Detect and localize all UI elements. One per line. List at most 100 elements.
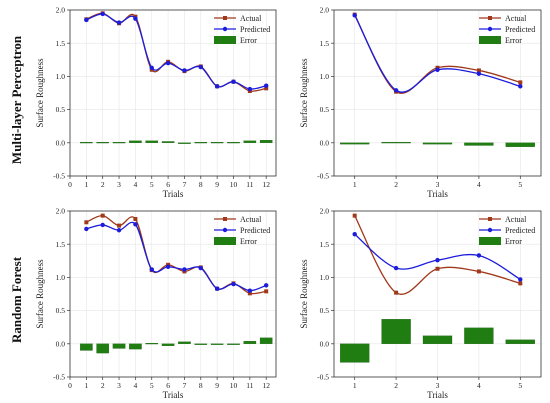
data-point-predicted bbox=[393, 265, 399, 271]
error-bar bbox=[227, 141, 240, 144]
x-tick-label: 6 bbox=[166, 180, 170, 189]
x-tick-label: 1 bbox=[353, 180, 357, 189]
error-bar bbox=[129, 140, 142, 143]
legend-marker-actual bbox=[488, 217, 492, 221]
data-point-predicted bbox=[133, 222, 138, 227]
y-tick-label: -0.5 bbox=[53, 373, 65, 382]
x-tick-label: 9 bbox=[215, 381, 219, 390]
data-point-actual bbox=[476, 68, 481, 73]
data-point-predicted bbox=[518, 277, 523, 282]
legend-marker-actual bbox=[223, 217, 227, 221]
y-tick-label: 2.0 bbox=[320, 207, 330, 216]
legend-label: Actual bbox=[505, 14, 527, 23]
y-tick-label: 1.0 bbox=[320, 72, 330, 81]
y-tick-label: 1.5 bbox=[320, 240, 330, 249]
x-axis-title: Trials bbox=[427, 189, 448, 199]
error-bar bbox=[96, 141, 109, 144]
data-point-actual bbox=[264, 86, 269, 91]
error-bar bbox=[340, 142, 370, 145]
x-tick-label: 1 bbox=[84, 381, 88, 390]
error-bar bbox=[464, 327, 494, 344]
legend-marker-actual bbox=[488, 16, 492, 20]
data-point-predicted bbox=[198, 265, 203, 271]
y-axis-title: Surface Roughness bbox=[299, 58, 309, 128]
error-bar bbox=[381, 141, 411, 144]
data-point-actual bbox=[133, 216, 138, 221]
legend-label: Actual bbox=[505, 215, 527, 224]
data-point-predicted bbox=[435, 67, 440, 72]
error-bar bbox=[227, 343, 240, 345]
data-point-predicted bbox=[149, 65, 154, 70]
error-bar bbox=[161, 343, 175, 346]
error-bar bbox=[243, 140, 257, 143]
error-bar bbox=[145, 342, 159, 345]
x-tick-label: 12 bbox=[262, 381, 270, 390]
legend-swatch-error bbox=[214, 237, 236, 245]
y-tick-label: 1.0 bbox=[56, 273, 66, 282]
data-point-actual bbox=[84, 220, 89, 225]
data-point-actual bbox=[100, 213, 105, 218]
error-bar bbox=[178, 341, 191, 344]
data-point-predicted bbox=[263, 283, 269, 288]
data-point-predicted bbox=[247, 288, 253, 293]
x-axis-title: Trials bbox=[163, 390, 184, 400]
error-bar bbox=[210, 343, 224, 345]
error-bar bbox=[381, 319, 411, 344]
legend-label: Predicted bbox=[505, 25, 535, 34]
legend-marker-predicted bbox=[222, 227, 228, 233]
x-tick-label: 4 bbox=[477, 180, 481, 189]
charts-container: -0.50.00.51.01.52.00 1 2 3 4 5 6 7 8 9 10 11 12Trial… bbox=[35, 6, 542, 400]
legend-label: Actual bbox=[240, 215, 262, 224]
error-bar bbox=[178, 142, 191, 144]
x-tick-label: 1 bbox=[84, 180, 88, 189]
row-label-rf: Random Forest bbox=[9, 256, 24, 343]
y-tick-label: 2.0 bbox=[56, 6, 66, 15]
y-tick-label: 0.0 bbox=[320, 339, 330, 348]
x-tick-label: 0 bbox=[68, 180, 72, 189]
chart-panel: -0.5 0.0 0.5 1.0 1.5 2.0 1 2 3 4 5 Trials Surface Ro… bbox=[299, 207, 542, 400]
x-tick-label: 12 bbox=[262, 180, 270, 189]
error-bar bbox=[194, 343, 208, 345]
error-bar bbox=[259, 139, 273, 143]
x-tick-label: 3 bbox=[436, 381, 440, 390]
data-point-predicted bbox=[116, 20, 122, 25]
legend-label: Error bbox=[240, 36, 257, 45]
error-bar bbox=[243, 340, 257, 344]
chart-panel: -0.50.00.51.01.52.00 1 2 3 4 5 6 7 8 9 10 11 12Trial… bbox=[35, 207, 277, 400]
y-tick-label: 2.0 bbox=[320, 6, 330, 15]
x-tick-label: 9 bbox=[215, 180, 219, 189]
error-bar bbox=[112, 141, 126, 144]
chart-panel: -0.50.00.51.01.52.00 1 2 3 4 5 6 7 8 9 10 11 12Trial… bbox=[35, 6, 277, 199]
x-tick-label: 5 bbox=[518, 180, 522, 189]
x-tick-label: 4 bbox=[477, 381, 481, 390]
y-tick-label: 0.0 bbox=[56, 138, 66, 147]
data-point-predicted bbox=[149, 267, 154, 272]
data-point-actual bbox=[264, 289, 269, 294]
x-tick-label: 5 bbox=[518, 381, 522, 390]
error-bar bbox=[464, 142, 494, 146]
x-tick-label: 0 bbox=[68, 381, 72, 390]
error-bar bbox=[505, 142, 535, 147]
data-point-actual bbox=[476, 269, 481, 274]
error-bar bbox=[112, 343, 126, 349]
legend-swatch-error bbox=[479, 36, 501, 44]
data-point-actual bbox=[435, 266, 440, 271]
legend-swatch-error bbox=[479, 237, 501, 245]
legend-marker-predicted bbox=[487, 227, 493, 233]
legend-label: Error bbox=[505, 36, 522, 45]
x-tick-label: 6 bbox=[166, 381, 170, 390]
legend-marker-actual bbox=[223, 16, 227, 20]
error-bar bbox=[259, 337, 273, 344]
x-tick-label: 2 bbox=[394, 381, 398, 390]
error-bar bbox=[80, 141, 93, 144]
error-bar bbox=[422, 335, 453, 344]
data-point-predicted bbox=[231, 79, 236, 84]
legend-label: Predicted bbox=[505, 226, 535, 235]
x-tick-label: 10 bbox=[230, 381, 238, 390]
x-tick-label: 2 bbox=[101, 180, 105, 189]
data-point-predicted bbox=[198, 64, 203, 70]
x-tick-label: 8 bbox=[199, 180, 203, 189]
x-tick-label: 11 bbox=[246, 180, 253, 189]
y-tick-label: 1.0 bbox=[320, 273, 330, 282]
